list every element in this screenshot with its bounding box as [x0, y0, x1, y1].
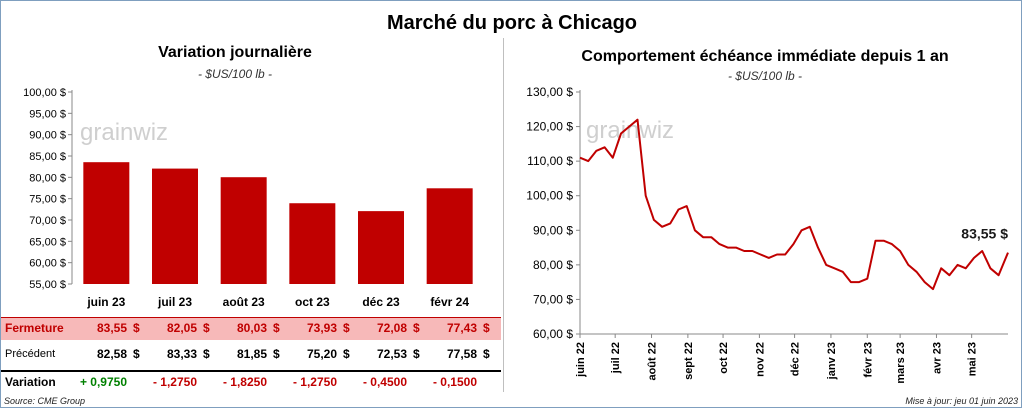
price-line [579, 118, 1009, 291]
y-tick-label: 100,00 $ [526, 189, 573, 203]
currency-symbol: $ [483, 347, 490, 361]
table-cell: 83,55 [96, 321, 127, 335]
update-note: Mise à jour: jeu 01 juin 2023 [905, 396, 1018, 406]
table-cell: - 1,2750 [292, 375, 337, 389]
left-chart-title: Variation journalière [158, 44, 312, 61]
table-cell: - 1,2750 [152, 375, 197, 389]
table-cell: 73,93 [306, 321, 337, 335]
page-title: Marché du porc à Chicago [386, 12, 638, 34]
x-tick-label: août 22 [647, 342, 659, 381]
x-tick-label: mars 23 [895, 342, 907, 384]
bar [220, 177, 267, 284]
watermark-text: grainwiz [586, 117, 674, 144]
row-label: Variation [5, 375, 56, 389]
table-cell: 75,20 [306, 347, 337, 361]
x-tick-label: mai 23 [967, 342, 979, 376]
row-label: Fermeture [5, 321, 64, 335]
y-tick-label: 80,00 $ [533, 258, 573, 272]
x-tick-label: juin 22 [575, 342, 587, 378]
table-row: Fermeture 83,55 $82,05 $80,03 $73,93 $72,08 $7… [1, 317, 501, 340]
currency-symbol: $ [133, 347, 140, 361]
table-cell: - 0,1500 [432, 375, 477, 389]
y-tick-label: 95,00 $ [29, 108, 66, 120]
bar [152, 168, 198, 284]
table-cell: 72,53 [376, 347, 407, 361]
x-tick-label: oct 22 [718, 342, 730, 374]
table-cell: 77,58 [446, 347, 477, 361]
currency-symbol: $ [413, 321, 420, 335]
x-tick-label: déc 22 [790, 342, 802, 376]
table-cell: 83,33 [166, 347, 197, 361]
y-tick-label: 70,00 $ [533, 292, 573, 306]
x-category-label: août 23 [223, 295, 265, 309]
x-category-label: juin 23 [86, 295, 125, 309]
y-tick-label: 60,00 $ [533, 327, 573, 341]
x-tick-label: nov 22 [754, 342, 766, 377]
y-tick-label: 65,00 $ [29, 236, 66, 248]
watermark-text: grainwiz [80, 119, 168, 146]
bar-chart: grainwiz 55,00 $ 60,00 $ 65,00 $ 70,00 $ 75,0… [23, 87, 473, 309]
bar [358, 211, 404, 284]
x-tick-label: janv 23 [826, 342, 838, 380]
row-label: Précédent [5, 348, 56, 360]
table-row: Variation + 0,9750 - 1,2750 - 1,8250 - 1,275… [1, 370, 501, 394]
x-category-label: déc 23 [362, 295, 400, 309]
currency-symbol: $ [343, 321, 350, 335]
table-row: Précédent 82,58 $83,33 $81,85 $75,20 $72,53 $7… [1, 344, 501, 366]
currency-symbol: $ [343, 347, 350, 361]
table-cell: 81,85 [236, 347, 267, 361]
currency-symbol: $ [203, 347, 210, 361]
currency-symbol: $ [273, 321, 280, 335]
y-tick-label: 90,00 $ [533, 223, 573, 237]
currency-symbol: $ [133, 321, 140, 335]
y-tick-label: 55,00 $ [29, 279, 66, 291]
currency-symbol: $ [483, 321, 490, 335]
x-tick-label: avr 23 [931, 342, 943, 374]
left-chart-unit: - $US/100 lb - [197, 67, 273, 81]
y-tick-label: 130,00 $ [526, 85, 573, 99]
last-value-label: 83,55 $ [961, 226, 1008, 242]
x-tick-label: juil 22 [610, 342, 622, 374]
table-cell: 82,58 [96, 347, 127, 361]
currency-symbol: $ [413, 347, 420, 361]
panel-divider [503, 38, 504, 392]
y-tick-label: 70,00 $ [29, 215, 66, 227]
y-tick-label: 85,00 $ [29, 151, 66, 163]
table-cell: 80,03 [236, 321, 267, 335]
y-tick-label: 90,00 $ [29, 130, 66, 142]
bar [289, 203, 336, 284]
table-cell: 77,43 [446, 321, 477, 335]
currency-symbol: $ [273, 347, 280, 361]
y-tick-label: 120,00 $ [526, 120, 573, 134]
y-tick-label: 110,00 $ [527, 154, 573, 168]
x-category-label: oct 23 [295, 295, 330, 309]
table-cell: - 0,4500 [362, 375, 407, 389]
table-cell: 82,05 [166, 321, 197, 335]
line-chart: grainwiz 60,00 $ 70,00 $ 80,00 $ 90,00 $ 100,… [526, 85, 1009, 384]
y-tick-label: 75,00 $ [29, 194, 66, 206]
right-chart-title: Comportement échéance immédiate depuis 1… [581, 48, 949, 65]
currency-symbol: $ [203, 321, 210, 335]
x-category-label: juil 23 [157, 295, 192, 309]
x-tick-label: sept 22 [683, 342, 695, 380]
right-chart-unit: - $US/100 lb - [727, 69, 803, 83]
y-tick-label: 100,00 $ [23, 87, 66, 99]
source-note: Source: CME Group [4, 396, 86, 406]
y-tick-label: 60,00 $ [29, 258, 66, 270]
table-cell: 72,08 [376, 321, 407, 335]
y-tick-label: 80,00 $ [29, 172, 66, 184]
x-tick-label: févr 23 [862, 342, 874, 377]
table-cell: + 0,9750 [79, 375, 127, 389]
bar [83, 162, 130, 284]
x-category-label: févr 24 [430, 295, 469, 309]
bar [426, 188, 473, 284]
table-cell: - 1,8250 [222, 375, 267, 389]
